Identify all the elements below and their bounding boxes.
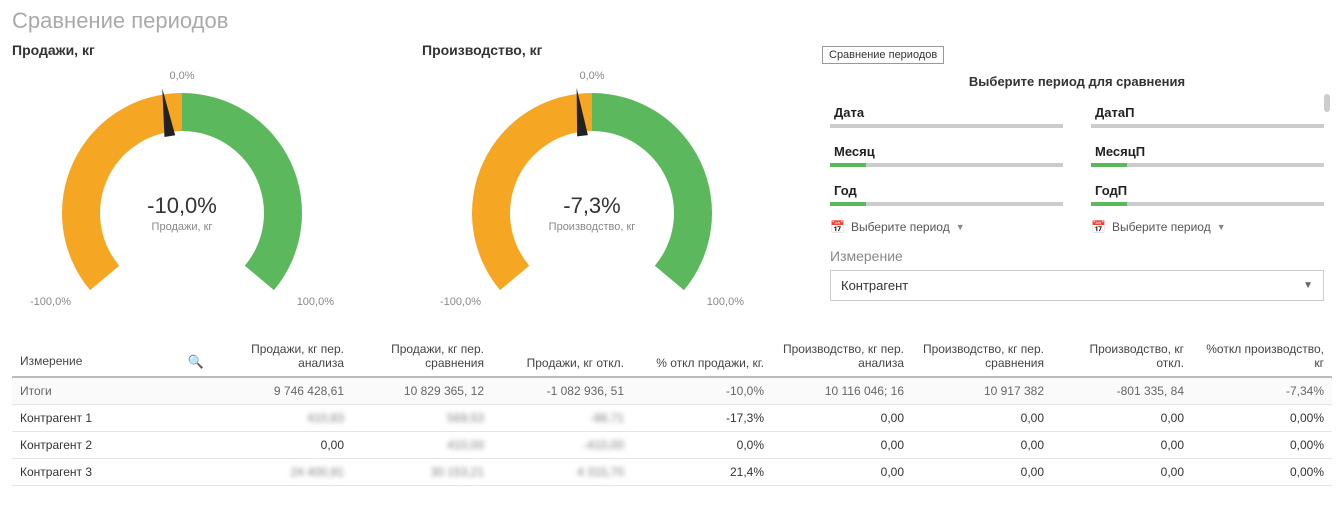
chevron-down-icon: ▼ xyxy=(1217,222,1226,232)
table-cell: 30 153,21 xyxy=(352,459,492,486)
table-cell: -98,71 xyxy=(492,405,632,432)
table-header-3: Продажи, кг откл. xyxy=(492,336,632,377)
table-header-8: %откл производство, кг xyxy=(1192,336,1332,377)
table-cell: 0,00 xyxy=(912,405,1052,432)
table-header-6: Производство, кг пер. сравнения xyxy=(912,336,1052,377)
table-cell-dim: Контрагент 3 xyxy=(12,459,212,486)
table-cell-dim: Итоги xyxy=(12,377,212,405)
table-cell: 0,00 xyxy=(772,405,912,432)
filter-chip-0[interactable]: Дата xyxy=(830,103,1063,128)
table-cell: 0,00 xyxy=(1052,432,1192,459)
gauge-production-left-tick: -100,0% xyxy=(440,296,481,308)
table-cell: 0,00 xyxy=(1052,405,1192,432)
period-picker-right-label: Выберите период xyxy=(1112,220,1211,234)
table-cell: 21,4% xyxy=(632,459,772,486)
table-cell-dim: Контрагент 2 xyxy=(12,432,212,459)
gauge-sales-left-tick: -100,0% xyxy=(30,296,71,308)
table-cell: 0,00 xyxy=(212,432,352,459)
period-picker-right[interactable]: 📅 Выберите период ▼ xyxy=(1091,220,1324,234)
search-icon[interactable]: 🔍 xyxy=(188,354,204,370)
table-header-7: Производство, кг откл. xyxy=(1052,336,1192,377)
filter-chip-3[interactable]: МесяцП xyxy=(1091,142,1324,167)
dimension-select[interactable]: Контрагент ▼ xyxy=(830,270,1324,301)
gauge-production-value: -7,3% xyxy=(549,193,636,219)
filter-chip-2[interactable]: Месяц xyxy=(830,142,1063,167)
gauge-production-top-tick: 0,0% xyxy=(579,70,604,82)
page-title: Сравнение периодов xyxy=(12,8,1332,34)
chevron-down-icon: ▼ xyxy=(956,222,965,232)
dimension-select-value: Контрагент xyxy=(841,278,908,293)
table-row: Контрагент 324 400,9130 153,214 315,7021… xyxy=(12,459,1332,486)
gauge-sales-chart xyxy=(12,68,352,298)
table-cell: 10 116 046; 16 xyxy=(772,377,912,405)
filter-chip-4[interactable]: Год xyxy=(830,181,1063,206)
table-cell: 0,00% xyxy=(1192,432,1332,459)
gauge-production: Производство, кг 0,0% -100,0% 100,0% -7,… xyxy=(422,42,802,308)
table-header-2: Продажи, кг пер. сравнения xyxy=(352,336,492,377)
table-cell: 0,00 xyxy=(772,459,912,486)
table-header-5: Производство, кг пер. анализа xyxy=(772,336,912,377)
gauge-production-title: Производство, кг xyxy=(422,42,802,58)
table-cell-dim: Контрагент 1 xyxy=(12,405,212,432)
gauge-sales-right-tick: 100,0% xyxy=(297,296,334,308)
table-cell: -17,3% xyxy=(632,405,772,432)
table-cell: 0,00% xyxy=(1192,459,1332,486)
gauge-production-chart xyxy=(422,68,762,298)
calendar-icon: 📅 xyxy=(830,220,845,234)
table-cell: 569,53 xyxy=(352,405,492,432)
scrollbar-handle[interactable] xyxy=(1324,94,1330,112)
table-cell: 0,00 xyxy=(1052,459,1192,486)
table-cell: -410,00 xyxy=(492,432,632,459)
table-cell: 10 829 365, 12 xyxy=(352,377,492,405)
gauge-sales-sublabel: Продажи, кг xyxy=(147,221,217,233)
table-row: Итоги9 746 428,6110 829 365, 12-1 082 93… xyxy=(12,377,1332,405)
table-header-4: % откл продажи, кг. xyxy=(632,336,772,377)
gauge-sales-title: Продажи, кг xyxy=(12,42,392,58)
filters-tab[interactable]: Сравнение периодов xyxy=(822,46,944,64)
dimension-label: Измерение xyxy=(822,238,1332,270)
period-picker-left-label: Выберите период xyxy=(851,220,950,234)
table-cell: 410,83 xyxy=(212,405,352,432)
table-header-0: Измерение🔍 xyxy=(12,336,212,377)
table-cell: 0,00 xyxy=(772,432,912,459)
chevron-down-icon: ▼ xyxy=(1303,280,1313,291)
filter-chip-1[interactable]: ДатаП xyxy=(1091,103,1324,128)
table-cell: -7,34% xyxy=(1192,377,1332,405)
period-picker-left[interactable]: 📅 Выберите период ▼ xyxy=(830,220,1063,234)
gauge-sales: Продажи, кг 0,0% -100,0% 100,0% -10,0% П… xyxy=(12,42,392,308)
filters-panel: Сравнение периодов Выберите период для с… xyxy=(822,42,1332,308)
calendar-icon: 📅 xyxy=(1091,220,1106,234)
filters-heading: Выберите период для сравнения xyxy=(822,74,1332,89)
table-cell: 0,0% xyxy=(632,432,772,459)
table-cell: -801 335, 84 xyxy=(1052,377,1192,405)
table-row: Контрагент 20,00410,00-410,000,0%0,000,0… xyxy=(12,432,1332,459)
filter-chip-grid: Дата ДатаП Месяц МесяцП Год ГодП xyxy=(822,103,1332,206)
comparison-table: Измерение🔍Продажи, кг пер. анализаПродаж… xyxy=(12,336,1332,486)
table-cell: -10,0% xyxy=(632,377,772,405)
table-cell: 4 315,70 xyxy=(492,459,632,486)
gauge-production-right-tick: 100,0% xyxy=(707,296,744,308)
table-cell: -1 082 936, 51 xyxy=(492,377,632,405)
table-cell: 410,00 xyxy=(352,432,492,459)
table-header-1: Продажи, кг пер. анализа xyxy=(212,336,352,377)
gauge-sales-top-tick: 0,0% xyxy=(169,70,194,82)
table-cell: 10 917 382 xyxy=(912,377,1052,405)
table-cell: 24 400,91 xyxy=(212,459,352,486)
gauge-production-sublabel: Производство, кг xyxy=(549,221,636,233)
filter-chip-5[interactable]: ГодП xyxy=(1091,181,1324,206)
table-row: Контрагент 1410,83569,53-98,71-17,3%0,00… xyxy=(12,405,1332,432)
table-cell: 0,00% xyxy=(1192,405,1332,432)
gauge-sales-value: -10,0% xyxy=(147,193,217,219)
table-cell: 9 746 428,61 xyxy=(212,377,352,405)
table-cell: 0,00 xyxy=(912,459,1052,486)
table-cell: 0,00 xyxy=(912,432,1052,459)
